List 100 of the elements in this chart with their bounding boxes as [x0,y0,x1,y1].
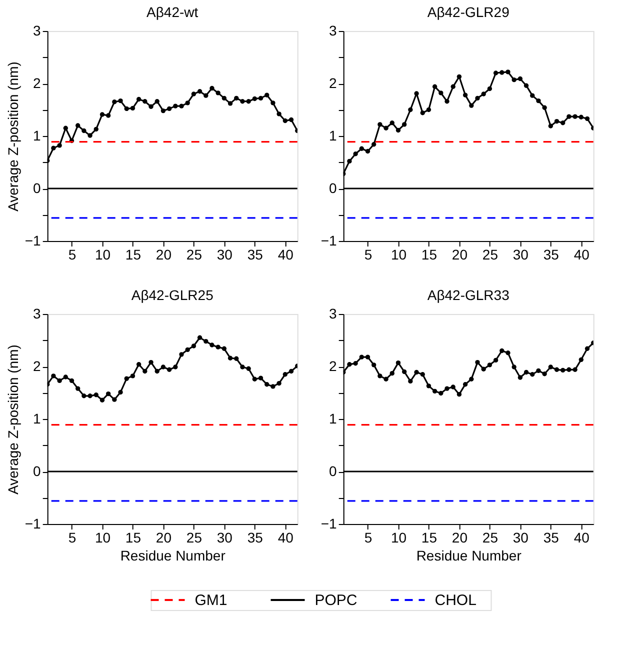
point [426,384,432,388]
point [88,133,92,138]
x-tick-label: 30 [216,530,233,546]
x-tick-label: 5 [364,530,372,546]
x-tick-label: 30 [512,246,529,262]
point [185,100,190,106]
point [166,367,172,372]
point [179,104,184,108]
x-tick-label: 25 [186,530,202,546]
point [234,96,239,101]
point [420,110,425,116]
point [408,107,413,112]
point [524,370,529,375]
point [106,113,111,118]
point [118,390,123,395]
point [75,386,80,391]
point [252,376,258,382]
x-tick-label: 25 [482,530,498,546]
point [359,146,364,151]
point [524,83,529,88]
point [82,128,86,134]
point [148,360,154,365]
point [228,356,233,360]
point [371,362,376,368]
point [51,374,56,378]
point [426,107,432,112]
point [154,368,160,374]
y-tick-label: −1 [320,516,338,532]
point [57,378,62,384]
y-axis-title: Average Z-position (nm) [4,62,21,212]
point [276,380,282,386]
point [542,105,547,110]
point [402,369,407,374]
x-tick-label: 10 [390,530,407,546]
x-tick-label: 20 [452,530,468,546]
point [100,398,105,402]
point [518,375,523,380]
point [414,370,419,375]
x-axis-title: Residue Number [120,548,226,564]
x-tick-label: 40 [278,246,294,262]
y-axis-title: Average Z-position (nm) [4,344,21,494]
point [390,120,394,126]
y-tick-label: −1 [24,516,42,532]
point [542,372,547,376]
point [506,70,510,74]
point [518,76,523,82]
point [493,70,498,76]
point [270,100,276,106]
point [222,96,227,101]
point [173,104,178,108]
point [282,118,288,124]
point [82,394,86,398]
x-tick-label: 20 [156,530,172,546]
point [252,96,258,102]
point [100,112,105,117]
point [500,348,504,354]
point [204,93,208,98]
y-tick-label: −1 [320,232,338,248]
point [136,362,142,367]
y-tick-label: 2 [329,358,338,374]
point [536,368,541,374]
point [210,342,214,348]
y-tick-label: 0 [33,180,42,196]
point [438,90,444,96]
point [258,376,264,380]
point [475,360,480,365]
point [258,96,264,101]
point [210,86,214,91]
point [63,126,68,130]
y-tick-label: 0 [329,180,338,196]
y-tick-label: 0 [33,463,42,479]
y-tick-label: 1 [33,128,42,144]
x-tick-label: 35 [247,246,264,262]
point [173,364,178,370]
point [384,376,388,382]
point [136,96,142,102]
point [148,104,154,109]
point [566,367,572,372]
x-axis-title: Residue Number [416,548,522,564]
point [414,91,419,96]
point [160,108,166,114]
point [288,117,294,122]
point [560,368,566,373]
point [130,374,136,378]
point [450,384,456,390]
point [487,362,492,368]
point [240,364,245,370]
point [493,358,498,363]
chart-title: Aβ42-wt [146,4,198,20]
point [94,126,98,132]
x-tick-label: 40 [278,530,294,546]
point [444,99,450,104]
x-tick-label: 5 [68,246,76,262]
x-tick-label: 40 [574,530,590,546]
point [130,106,136,111]
point [481,366,486,372]
point [197,335,202,340]
x-tick-label: 30 [216,246,233,262]
point [246,366,251,371]
x-tick-label: 10 [94,246,111,262]
